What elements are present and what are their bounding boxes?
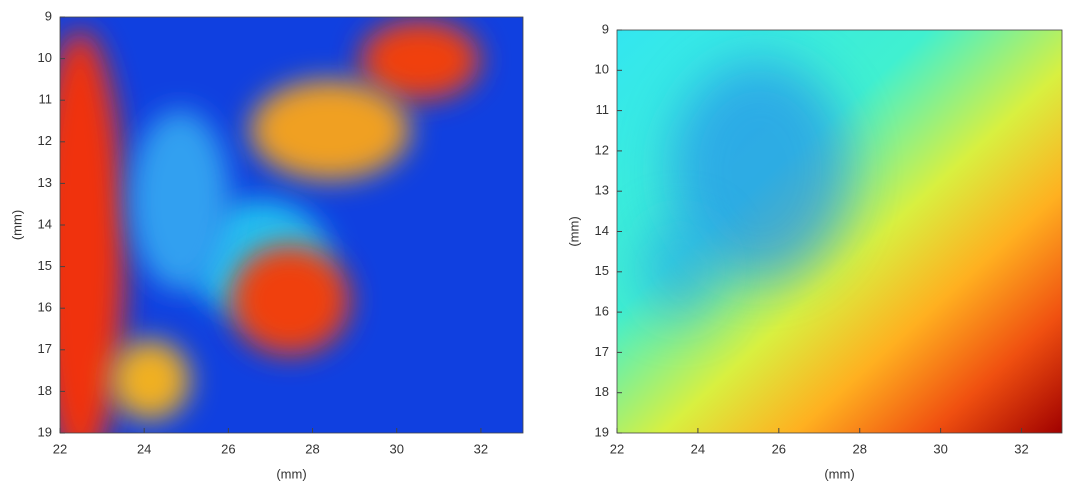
y-tick-label: 16 xyxy=(595,304,609,319)
y-tick-label: 15 xyxy=(38,258,52,273)
x-tick-label: 32 xyxy=(474,441,488,456)
x-axis-label: (mm) xyxy=(276,466,306,481)
x-tick-label: 22 xyxy=(53,441,67,456)
y-tick-label: 14 xyxy=(38,216,52,231)
heatmap-image xyxy=(35,17,523,470)
y-tick-label: 11 xyxy=(39,92,53,107)
page: 22 24 26 28 30 32 9 10 11 12 13 14 15 16 17 18 19 (mm) (mm… xyxy=(0,0,1070,493)
y-axis-label: (mm) xyxy=(566,216,581,246)
y-tick-label: 9 xyxy=(45,8,52,23)
y-tick-label: 17 xyxy=(38,341,52,356)
y-axis-label: (mm) xyxy=(9,210,24,240)
y-tick-label: 13 xyxy=(595,183,609,198)
figure: 22 24 26 28 30 32 9 10 11 12 13 14 15 16 17 18 19 (mm) (mm… xyxy=(0,0,1070,488)
x-tick-label: 32 xyxy=(1014,441,1028,456)
y-tick-label: 19 xyxy=(38,424,52,439)
y-tick-label: 18 xyxy=(595,384,609,399)
x-tick-label: 26 xyxy=(772,441,786,456)
y-tick-label: 15 xyxy=(595,263,609,278)
y-tick-label: 11 xyxy=(596,102,610,117)
x-tick-label: 24 xyxy=(691,441,705,456)
x-tick-label: 30 xyxy=(933,441,947,456)
y-tick-label: 19 xyxy=(595,424,609,439)
x-tick-label: 24 xyxy=(137,441,151,456)
x-tick-label: 22 xyxy=(610,441,624,456)
y-tick-label: 16 xyxy=(38,300,52,315)
x-tick-label: 28 xyxy=(852,441,866,456)
y-tick-label: 13 xyxy=(38,175,52,190)
y-tick-label: 10 xyxy=(595,62,609,77)
x-tick-label: 26 xyxy=(221,441,235,456)
y-tick-label: 12 xyxy=(38,133,52,148)
x-tick-label: 30 xyxy=(389,441,403,456)
y-tick-label: 18 xyxy=(38,383,52,398)
y-tick-label: 9 xyxy=(602,21,609,36)
x-axis-label: (mm) xyxy=(824,466,854,481)
y-tick-label: 10 xyxy=(38,50,52,65)
y-tick-label: 14 xyxy=(595,223,609,238)
x-tick-label: 28 xyxy=(305,441,319,456)
heatmap-image xyxy=(617,30,1062,433)
y-tick-label: 17 xyxy=(595,344,609,359)
y-tick-label: 12 xyxy=(595,142,609,157)
